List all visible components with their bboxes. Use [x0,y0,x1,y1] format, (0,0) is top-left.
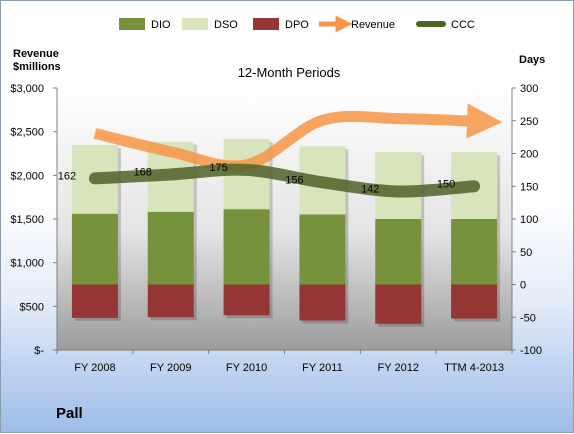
dio-bar [299,214,346,285]
ccc-data-label: 175 [209,162,227,174]
legend-label: CCC [451,19,475,31]
legend-swatch [182,18,208,30]
left-tick-label: $1,500 [10,214,44,226]
right-tick-label: 300 [520,83,538,95]
x-tick-label: FY 2008 [74,362,115,374]
legend-item: DSO [182,18,238,31]
left-tick-label: $3,000 [10,83,44,95]
dio-bar [451,219,498,285]
right-tick-label: 200 [520,149,538,161]
legend-item: DIO [119,18,171,31]
ccc-data-label: 162 [58,170,76,182]
right-tick-label: 250 [520,116,538,128]
dio-bar [375,219,422,285]
dpo-bar [451,284,498,319]
chart-title: 12-Month Periods [238,65,341,80]
dpo-bar [223,284,270,316]
x-tick-label: TTM 4-2013 [444,362,504,374]
legend-label: DSO [214,19,238,31]
right-tick-label: 50 [520,247,532,259]
left-axis-title-line1: Revenue [13,48,59,60]
right-tick-label: 100 [520,214,538,226]
dio-bar [71,213,118,285]
right-tick-label: 150 [520,181,538,193]
x-tick-label: FY 2009 [150,362,191,374]
left-axis-title-line2: $millions [13,61,61,73]
dpo-bar [147,284,194,318]
right-tick-label: -100 [520,345,542,357]
legend-item: DPO [253,18,309,31]
legend-label: DPO [285,19,309,31]
legend-item: CCC [416,19,475,31]
ccc-data-label: 168 [134,166,152,178]
x-tick-label: FY 2010 [226,362,267,374]
dio-bar [147,211,194,285]
legend-label: DIO [151,19,171,31]
dpo-bar [299,284,346,321]
revenue-line [93,103,503,172]
legend-swatch [119,18,145,30]
dio-bar [223,209,270,285]
left-tick-label: $2,000 [10,170,44,182]
plot-area [57,88,512,350]
legend-label: Revenue [351,19,395,31]
company-name: Pall [56,405,83,422]
right-tick-label: -50 [520,312,536,324]
dpo-bar [375,284,422,324]
right-axis-title: Days [519,54,545,66]
x-tick-label: FY 2012 [378,362,419,374]
legend-item: Revenue [319,15,395,33]
ccc-data-label: 142 [361,183,379,195]
left-axis-title: Revenue $millions [13,48,62,73]
right-tick-label: 0 [520,280,526,292]
left-tick-label: $- [34,345,44,357]
ccc-line [88,163,481,198]
x-tick-label: FY 2011 [302,362,343,374]
left-tick-label: $500 [20,301,44,313]
ccc-data-label: 156 [285,174,303,186]
dpo-bar [71,284,118,318]
ccc-data-label: 150 [437,178,455,190]
left-tick-label: $2,500 [10,127,44,139]
left-tick-label: $1,000 [10,258,44,270]
legend-swatch [253,18,279,30]
